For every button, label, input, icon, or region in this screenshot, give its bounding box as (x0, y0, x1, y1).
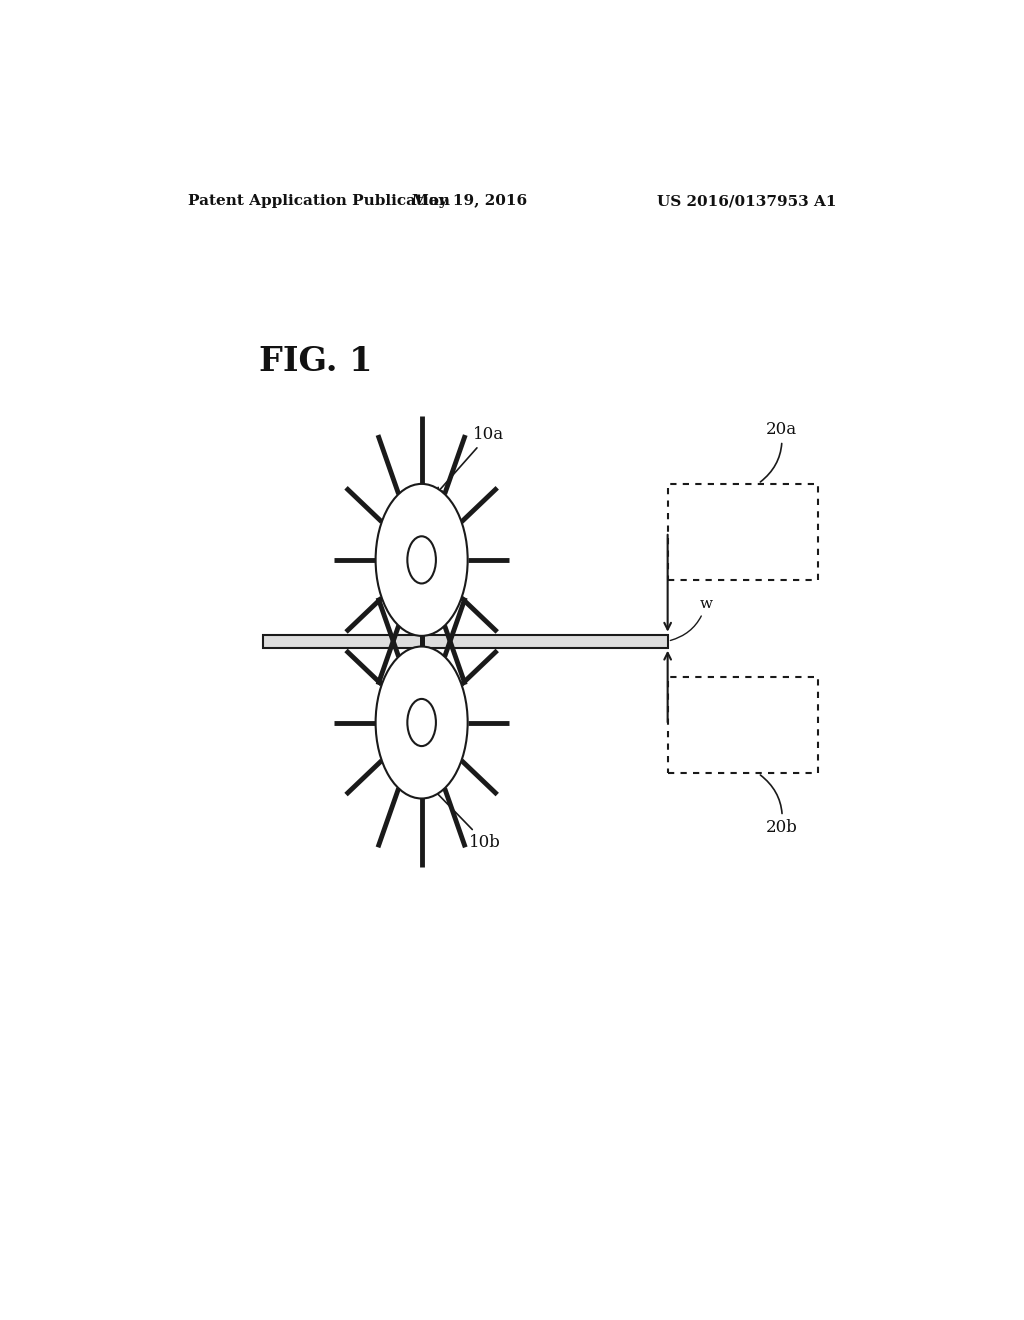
Text: 10b: 10b (433, 789, 501, 851)
FancyBboxPatch shape (668, 677, 818, 774)
Ellipse shape (376, 647, 468, 799)
Text: 20b: 20b (761, 775, 798, 836)
Text: Patent Application Publication: Patent Application Publication (187, 194, 450, 209)
Ellipse shape (376, 484, 468, 636)
Ellipse shape (408, 536, 436, 583)
Text: FIG. 1: FIG. 1 (259, 346, 373, 379)
FancyBboxPatch shape (263, 635, 668, 648)
Ellipse shape (408, 698, 436, 746)
Text: US 2016/0137953 A1: US 2016/0137953 A1 (657, 194, 837, 209)
Text: May 19, 2016: May 19, 2016 (412, 194, 526, 209)
FancyBboxPatch shape (668, 483, 818, 581)
Text: 10a: 10a (436, 426, 505, 494)
Text: w: w (671, 597, 713, 640)
Text: 20a: 20a (761, 421, 797, 482)
